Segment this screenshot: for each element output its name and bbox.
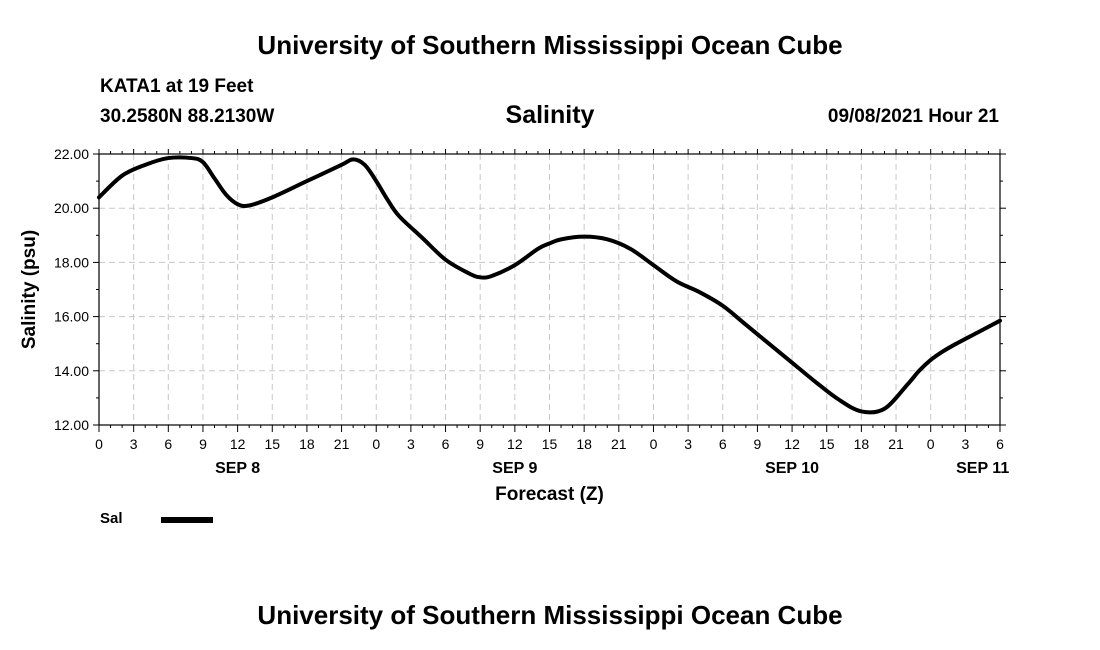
- x-tick-label: 3: [130, 436, 138, 452]
- station-coordinates: 30.2580N 88.2130W: [100, 106, 275, 127]
- chart-title: Salinity: [505, 101, 595, 129]
- x-tick-label: 18: [576, 436, 592, 452]
- x-tick-label: 21: [888, 436, 904, 452]
- x-tick-label: 0: [95, 436, 103, 452]
- x-tick-label: 12: [230, 436, 246, 452]
- x-tick-label: 3: [684, 436, 692, 452]
- x-tick-label: 15: [542, 436, 558, 452]
- axis-labels: 12.00 14.00 16.00 18.00 20.00 22.00 0 3 6 9 12 15 18…: [19, 146, 1009, 505]
- x-tick-label: 6: [164, 436, 172, 452]
- x-tick-label: 21: [334, 436, 350, 452]
- x-tick-label: 3: [407, 436, 415, 452]
- forecast-datetime: 09/08/2021 Hour 21: [827, 106, 999, 127]
- x-tick-label: 12: [784, 436, 800, 452]
- day-label: SEP 10: [765, 460, 819, 477]
- legend-label: Sal: [100, 510, 123, 527]
- x-tick-label: 3: [961, 436, 969, 452]
- day-label: SEP 11: [956, 460, 1009, 477]
- legend-swatch: [161, 517, 213, 523]
- y-axis-label: Salinity (psu): [19, 230, 40, 349]
- grid-lines: [99, 154, 1000, 425]
- x-tick-label: 0: [927, 436, 935, 452]
- footer-title: University of Southern Mississippi Ocean…: [257, 600, 843, 630]
- y-tick-label: 22.00: [54, 146, 89, 162]
- x-tick-label: 18: [854, 436, 870, 452]
- x-tick-label: 15: [819, 436, 835, 452]
- x-tick-label: 6: [719, 436, 727, 452]
- y-tick-label: 14.00: [54, 363, 89, 379]
- x-tick-label: 12: [507, 436, 523, 452]
- x-tick-label: 6: [996, 436, 1004, 452]
- x-tick-label: 9: [476, 436, 484, 452]
- y-tick-label: 16.00: [54, 309, 89, 325]
- page-title: University of Southern Mississippi Ocean…: [257, 30, 843, 60]
- axes: [93, 149, 1006, 432]
- series-layer: [97, 155, 1002, 415]
- station-label: KATA1 at 19 Feet: [100, 76, 254, 97]
- y-tick-label: 18.00: [54, 254, 89, 270]
- x-tick-label: 9: [199, 436, 207, 452]
- x-tick-label: 15: [264, 436, 280, 452]
- x-tick-label: 18: [299, 436, 315, 452]
- day-label: SEP 9: [492, 460, 537, 477]
- y-tick-label: 20.00: [54, 200, 89, 216]
- x-tick-label: 6: [442, 436, 450, 452]
- x-tick-label: 0: [650, 436, 658, 452]
- x-axis-label: Forecast (Z): [495, 484, 604, 505]
- x-tick-label: 21: [611, 436, 627, 452]
- day-label: SEP 8: [215, 460, 260, 477]
- x-tick-label: 0: [372, 436, 380, 452]
- series-line-sal: [97, 155, 1002, 415]
- y-tick-label: 12.00: [54, 417, 89, 433]
- x-tick-label: 9: [754, 436, 762, 452]
